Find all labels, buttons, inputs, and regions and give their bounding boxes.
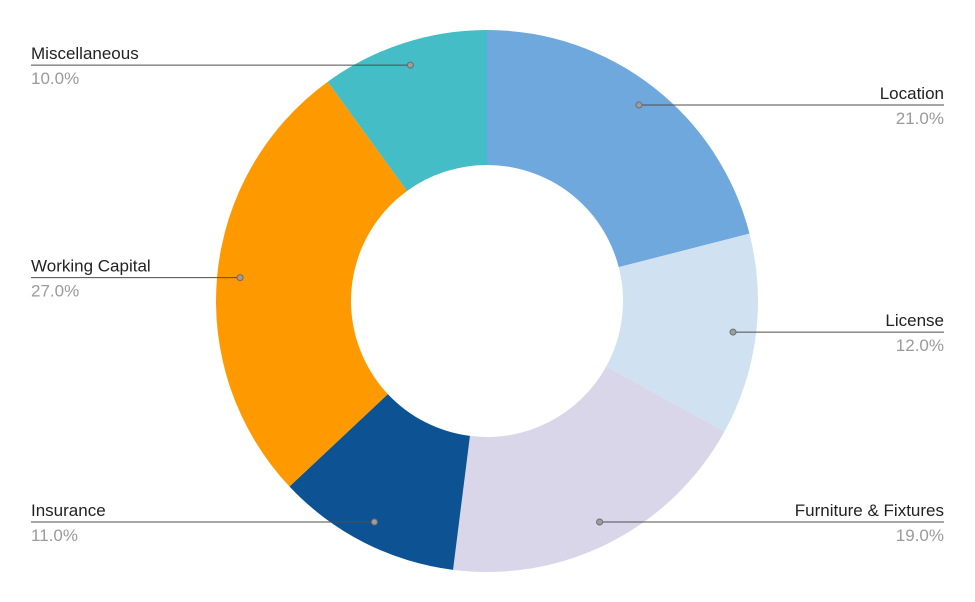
leader-dot-location: [635, 101, 643, 109]
labels-group: Location 21.0% License 12.0% Furniture & Fix…: [31, 44, 944, 545]
percent-location: 21.0%: [896, 109, 944, 128]
label-miscellaneous: Miscellaneous: [31, 44, 139, 63]
percent-miscellaneous: 10.0%: [31, 69, 79, 88]
slice-license: [606, 233, 758, 432]
slice-insurance: [289, 394, 470, 570]
label-license: License: [885, 311, 944, 330]
percent-license: 12.0%: [896, 336, 944, 355]
leader-dot-license: [729, 328, 737, 336]
leader-dot-insurance: [370, 518, 378, 526]
slice-furniture-and-fixtures: [453, 366, 725, 572]
percent-working-capital: 27.0%: [31, 282, 79, 301]
label-location: Location: [880, 84, 944, 103]
label-insurance: Insurance: [31, 501, 106, 520]
leader-dot-working-capital: [236, 274, 244, 282]
slices-group: [215, 30, 758, 572]
slice-location: [487, 30, 750, 268]
slice-miscellaneous: [327, 30, 487, 191]
label-working-capital: Working Capital: [31, 257, 151, 276]
leader-dot-miscellaneous: [406, 61, 414, 69]
percent-insurance: 11.0%: [31, 526, 78, 545]
label-furniture-and-fixtures: Furniture & Fixtures: [795, 501, 944, 520]
leader-dot-furniture-and-fixtures: [596, 518, 604, 526]
percent-furniture-and-fixtures: 19.0%: [896, 526, 944, 545]
leader-lines-group: [31, 61, 944, 526]
slice-working-capital: [215, 81, 408, 487]
